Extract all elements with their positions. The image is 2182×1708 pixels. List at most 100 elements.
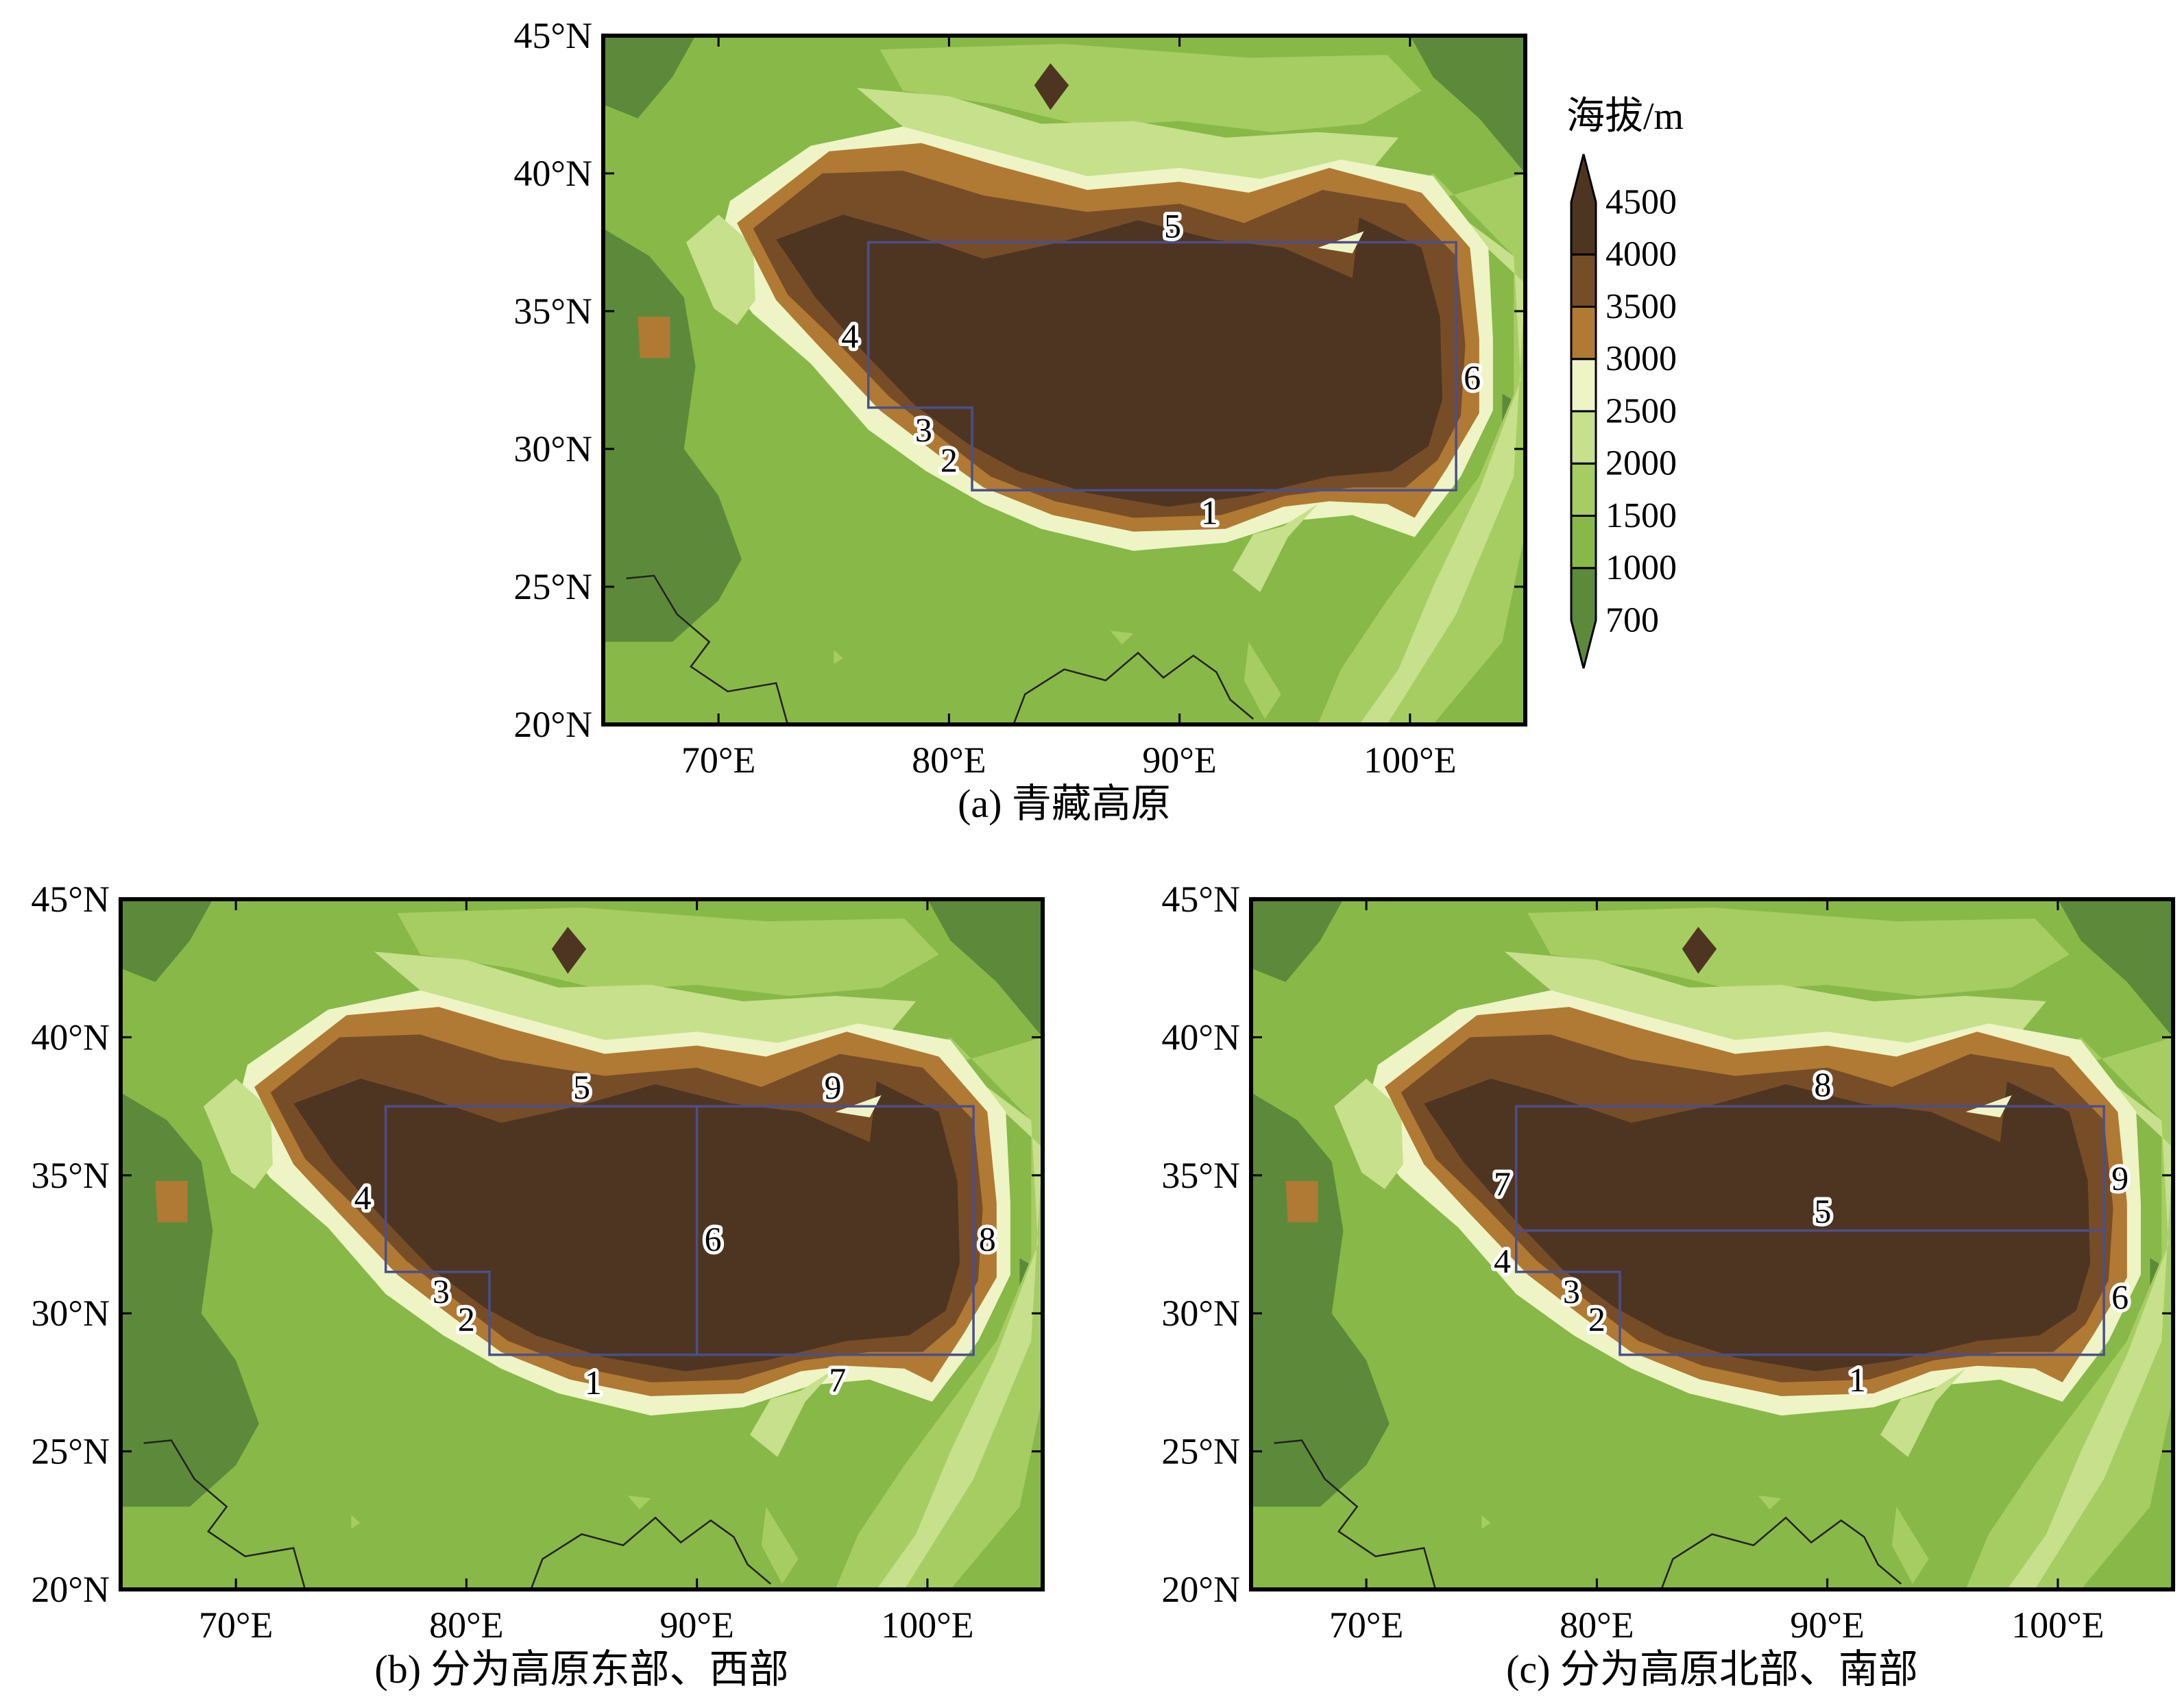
- coastline: [143, 1439, 306, 1589]
- elevation-colorbar: 海拔/m 700 1000 1500 2000 2500 3000 3500 4000 4500: [1566, 95, 1684, 669]
- colorbar-band: [1570, 358, 1597, 413]
- lat-tick-label: 45°N: [1161, 879, 1240, 920]
- region-boundary: [1514, 1105, 2105, 1356]
- elevation-contour: [1233, 504, 1318, 592]
- lat-tick-label: 25°N: [513, 566, 592, 607]
- region-label: 6: [1464, 358, 1481, 396]
- elevation-contour: [121, 1093, 259, 1507]
- region-label: 4: [354, 1178, 372, 1217]
- elevation-contour: [1251, 899, 1344, 982]
- elevation-contour: [1527, 907, 2070, 996]
- colorbar-level-label: 3500: [1605, 287, 1677, 326]
- elevation-contour: [761, 1506, 799, 1584]
- elevation-field: [603, 36, 1525, 724]
- region-label: 3: [915, 411, 932, 449]
- region-label: 3: [1563, 1272, 1580, 1310]
- lon-tick-label: 80°E: [1560, 1605, 1634, 1646]
- region-boundary: [384, 1105, 975, 1356]
- lat-tick-label: 35°N: [31, 1155, 110, 1196]
- map-frame: [119, 897, 1045, 1591]
- elevation-contour: [603, 36, 696, 119]
- coastline: [1660, 1516, 1902, 1589]
- panel-caption: (a) 青藏高原: [958, 781, 1171, 826]
- elevation-contour: [1758, 1496, 1782, 1510]
- lat-tick-label: 40°N: [31, 1016, 110, 1058]
- region-label: 3: [433, 1272, 450, 1310]
- lon-tick-label: 70°E: [1329, 1605, 1404, 1646]
- lat-tick-label: 35°N: [513, 291, 592, 332]
- elevation-contour: [834, 650, 843, 664]
- region-label: 1: [1849, 1361, 1866, 1399]
- elevation-contour: [1110, 631, 1134, 645]
- region-label: 1: [1201, 493, 1218, 531]
- lat-tick-label: 35°N: [1161, 1155, 1240, 1196]
- lon-tick-label: 70°E: [199, 1605, 274, 1646]
- colorbar-band: [1570, 515, 1597, 570]
- elevation-contour: [686, 215, 755, 326]
- lon-tick-label: 70°E: [681, 740, 756, 781]
- coastline: [626, 574, 789, 724]
- elevation-contour: [627, 1496, 651, 1510]
- region-label: 1: [585, 1363, 602, 1402]
- elevation-contour: [638, 317, 670, 358]
- region-label: 6: [705, 1219, 722, 1258]
- region-label: 8: [979, 1219, 996, 1258]
- elevation-contour: [1244, 642, 1281, 719]
- lat-tick-label: 30°N: [513, 428, 592, 469]
- elevation-contour: [374, 951, 917, 1049]
- elevation-contour: [1318, 173, 1525, 724]
- elevation-contour: [1880, 1368, 1966, 1457]
- elevation-contour: [1891, 1506, 1929, 1584]
- elevation-contour: [603, 228, 742, 642]
- region-label: 5: [1814, 1192, 1831, 1230]
- elevation-contour: [2007, 1051, 2173, 1589]
- region-label: 4: [841, 317, 858, 355]
- lat-tick-label: 25°N: [1161, 1431, 1240, 1472]
- elevation-contour: [1409, 36, 1525, 173]
- colorbar-max-arrow: [1570, 154, 1597, 256]
- elevation-contour: [1481, 1515, 1491, 1529]
- lat-tick-label: 25°N: [31, 1431, 110, 1472]
- region-label: 2: [458, 1300, 475, 1338]
- elevation-field: [121, 899, 1043, 1589]
- elevation-contour: [1504, 951, 2047, 1049]
- elevation-contour: [1682, 927, 1717, 974]
- lon-tick-label: 100°E: [881, 1605, 974, 1646]
- colorbar-band: [1570, 253, 1597, 308]
- region-label: 5: [1164, 206, 1181, 245]
- map-frame: [601, 34, 1527, 727]
- elevation-contour: [121, 899, 213, 982]
- coastline: [530, 1516, 772, 1589]
- elevation-contour: [927, 899, 1043, 1038]
- elevation-contour: [1285, 1180, 1318, 1223]
- elevation-contour: [397, 907, 939, 996]
- elevation-field: [1251, 899, 2173, 1589]
- lon-tick-label: 90°E: [1142, 740, 1217, 781]
- region-label: 4: [1494, 1242, 1511, 1280]
- elevation-contour: [155, 1180, 188, 1223]
- elevation-contour: [293, 1078, 960, 1371]
- elevation-contour: [1359, 187, 1525, 724]
- colorbar-min-arrow: [1570, 567, 1597, 669]
- elevation-contour: [551, 927, 587, 974]
- lat-tick-label: 30°N: [1161, 1293, 1240, 1334]
- region-label: 6: [2111, 1278, 2129, 1316]
- coastline: [1274, 1439, 1437, 1589]
- colorbar-band: [1570, 410, 1597, 465]
- lat-tick-label: 45°N: [31, 879, 110, 920]
- colorbar-level-label: 2500: [1605, 391, 1677, 430]
- colorbar-level-label: 2000: [1605, 444, 1677, 483]
- region-label: 8: [1814, 1065, 1831, 1103]
- region-label: 9: [825, 1068, 842, 1106]
- lon-tick-label: 80°E: [429, 1605, 504, 1646]
- region-boundary: [866, 241, 1457, 492]
- panel-caption: (c) 分为高原北部、南部: [1506, 1647, 1918, 1692]
- lon-tick-label: 100°E: [1363, 740, 1457, 781]
- elevation-contour: [835, 1037, 1043, 1589]
- lat-tick-label: 40°N: [1161, 1016, 1240, 1058]
- region-label: 7: [1494, 1164, 1511, 1203]
